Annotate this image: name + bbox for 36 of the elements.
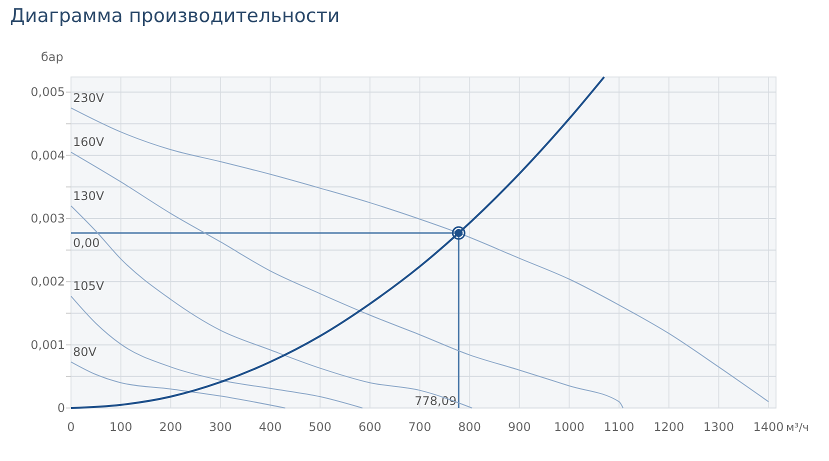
x-tick-label: 0 — [67, 420, 75, 434]
x-tick-label: 1300 — [703, 420, 734, 434]
line-series — [70, 361, 286, 408]
y-tick-label: 0,002 — [30, 274, 65, 289]
ref-line-label: 778,09 — [414, 394, 457, 408]
chart-title: Диаграмма производительности — [10, 5, 340, 27]
y-tick-label: 0,004 — [30, 148, 65, 162]
x-tick-label: 200 — [159, 420, 182, 434]
x-tick-label: 100 — [109, 420, 132, 434]
x-tick-label: 1400 — [753, 420, 784, 434]
x-tick-label: 300 — [209, 420, 232, 434]
x-tick-label: 600 — [358, 420, 382, 434]
line-series — [70, 205, 473, 408]
ref-line-label: 0,00 — [73, 236, 100, 250]
x-axis-title: м³/ч — [786, 421, 809, 434]
x-tick-label: 900 — [508, 420, 531, 434]
x-tick-label: 1200 — [654, 420, 684, 434]
series-label: 105V — [73, 279, 105, 294]
y-tick-label: 0 — [57, 401, 65, 415]
series-label: 160V — [73, 135, 105, 150]
x-tick-label: 400 — [258, 420, 282, 434]
series-label: 80V — [73, 344, 98, 359]
line-series — [70, 296, 363, 408]
series-label: 130V — [73, 188, 105, 203]
x-tick-label: 800 — [458, 420, 482, 434]
y-tick-label: 0,003 — [30, 211, 65, 226]
line-series — [70, 76, 606, 409]
y-axis-title: бар — [41, 50, 64, 64]
y-tick-label: 0,005 — [30, 85, 65, 100]
x-tick-label: 500 — [308, 420, 332, 434]
series-label: 230V — [73, 90, 105, 105]
line-series — [70, 152, 624, 408]
x-tick-label: 1000 — [554, 420, 585, 434]
x-tick-label: 700 — [408, 420, 432, 434]
x-tick-label: 1100 — [604, 420, 634, 434]
y-tick-label: 0,001 — [30, 338, 65, 352]
